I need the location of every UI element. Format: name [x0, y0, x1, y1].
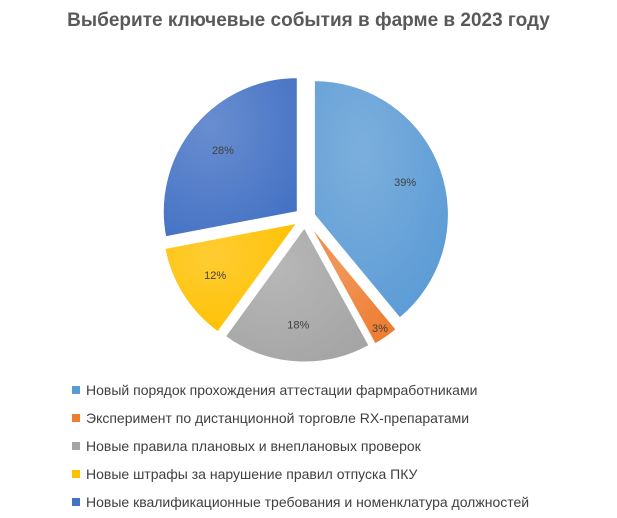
slice-label-0: 39% [394, 177, 416, 189]
slice-label-2: 18% [287, 319, 309, 331]
slice-label-3: 12% [204, 270, 226, 282]
pie-slice-3 [164, 222, 298, 333]
legend-swatch [72, 498, 80, 506]
legend-swatch [72, 414, 80, 422]
legend-swatch [72, 442, 80, 450]
pie-slice-4 [162, 77, 298, 238]
legend-item-0: Новый порядок прохождения аттестации фар… [72, 376, 529, 404]
pie-chart: 39% 3% 18% 12% 28% [162, 77, 449, 363]
pie-slice-2 [224, 227, 370, 363]
slice-label-1: 3% [372, 323, 388, 335]
legend-item-1: Эксперимент по дистанционной торговле RX… [72, 404, 529, 432]
legend-label: Новые квалификационные требования и номе… [86, 494, 530, 510]
chart-legend: Новый порядок прохождения аттестации фар… [72, 376, 529, 516]
chart-title: Выберите ключевые события в фарме в 2023… [67, 10, 550, 31]
legend-item-4: Новые квалификационные требования и номе… [72, 488, 529, 516]
legend-label: Новые правила плановых и внеплановых про… [86, 438, 421, 454]
legend-label: Новый порядок прохождения аттестации фар… [86, 382, 478, 398]
legend-item-3: Новые штрафы за нарушение правил отпуска… [72, 460, 529, 488]
legend-label: Новые штрафы за нарушение правил отпуска… [86, 466, 418, 482]
legend-item-2: Новые правила плановых и внеплановых про… [72, 432, 529, 460]
pie-slice-0 [313, 80, 449, 319]
legend-swatch [72, 470, 80, 478]
legend-label: Эксперимент по дистанционной торговле RX… [86, 410, 470, 426]
slice-label-4: 28% [212, 145, 234, 157]
pie-slice-1 [310, 225, 397, 345]
legend-swatch [72, 386, 80, 394]
